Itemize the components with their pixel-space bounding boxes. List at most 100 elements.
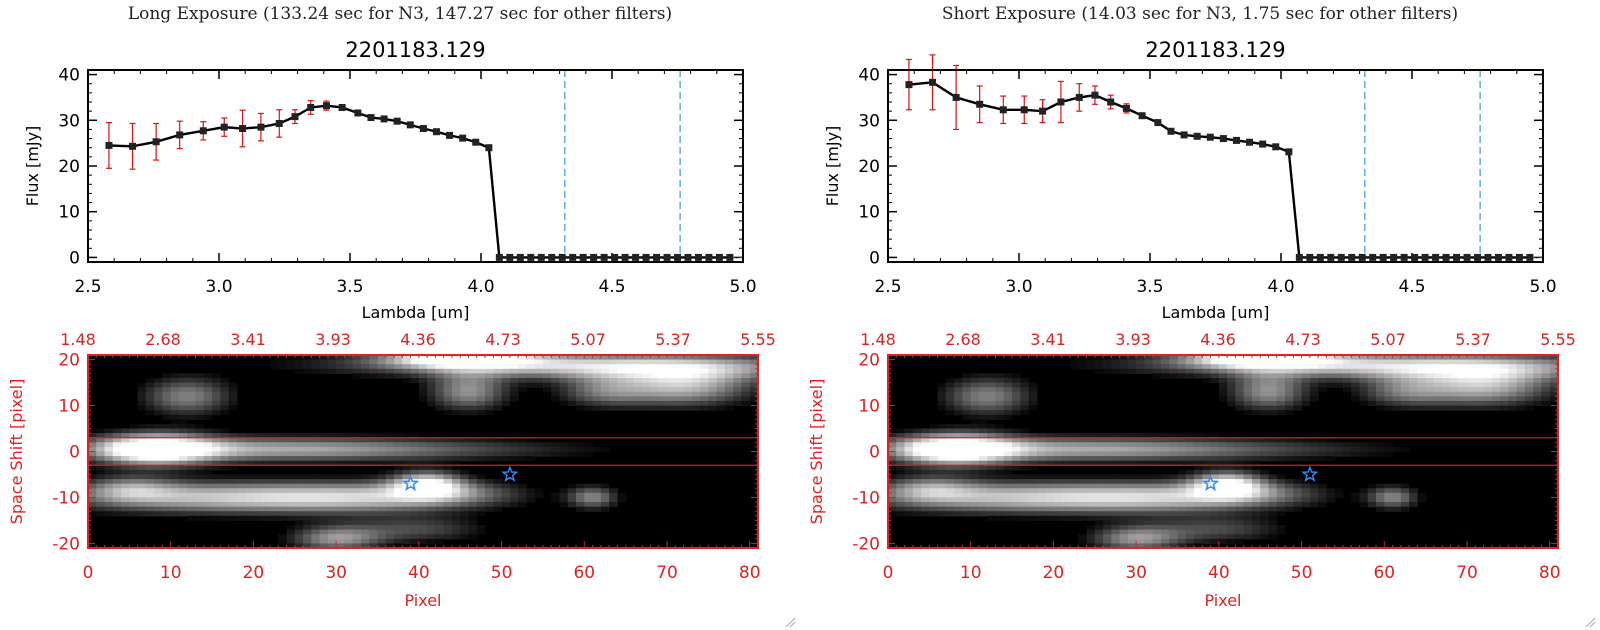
image-pixel: [1160, 529, 1170, 535]
image-pixel: [311, 515, 321, 522]
image-pixel: [352, 433, 362, 439]
resize-grip-icon[interactable]: [784, 616, 796, 628]
image-pixel: [327, 502, 337, 508]
data-point: [380, 115, 388, 123]
image-pixel: [336, 437, 346, 443]
image-pixel: [451, 525, 461, 531]
image-pixel: [1003, 460, 1013, 466]
image-pixel: [1185, 534, 1195, 540]
image-pixel: [1376, 364, 1385, 370]
image-pixel: [1111, 460, 1121, 466]
image-pixel: [1086, 488, 1096, 494]
image-pixel: [1309, 387, 1319, 393]
image-pixel: [1144, 534, 1154, 540]
image-pixel: [962, 442, 972, 448]
image-pixel: [978, 382, 988, 388]
image-pixel: [1235, 525, 1245, 531]
image-pixel: [1268, 359, 1278, 365]
image-pixel: [1251, 396, 1261, 402]
image-pixel: [1103, 534, 1112, 540]
image-pixel: [402, 525, 412, 531]
image-pixel: [1045, 437, 1055, 443]
image-pixel: [962, 428, 972, 434]
image-pixel: [1185, 520, 1195, 526]
image-pixel: [954, 469, 964, 476]
image-pixel: [327, 442, 337, 448]
image-pixel: [170, 414, 180, 420]
image-pixel: [269, 460, 279, 466]
image-pixel: [1409, 396, 1418, 402]
image-pixel: [1251, 410, 1261, 416]
image-pixel: [617, 497, 627, 503]
image-pixel: [1351, 396, 1361, 402]
image-pixel: [303, 483, 312, 489]
image-pixel: [1268, 483, 1278, 489]
image-pixel: [468, 534, 478, 540]
data-point: [1400, 253, 1408, 261]
image-pixel: [1334, 364, 1344, 370]
x-tick-label: 4.5: [598, 277, 625, 297]
resize-grip-icon[interactable]: [1584, 616, 1596, 628]
image-pixel: [1169, 502, 1179, 508]
image-pixel: [145, 479, 155, 485]
image-pixel: [286, 488, 296, 494]
image-pixel: [195, 479, 205, 485]
image-pixel: [633, 396, 643, 402]
image-pixel: [145, 492, 155, 499]
image-pixel: [1012, 492, 1021, 499]
image-pixel: [1177, 364, 1187, 370]
image-pixel: [1103, 538, 1112, 545]
image-pixel: [584, 396, 594, 402]
image-pixel: [501, 359, 511, 365]
image-pixel: [542, 446, 552, 453]
image-pixel: [995, 469, 1005, 476]
image-pixel: [460, 511, 470, 517]
image-pixel: [559, 396, 569, 402]
image-pixel: [1500, 368, 1509, 374]
image-pixel: [394, 437, 403, 443]
image-pixel: [485, 387, 494, 393]
image-pixel: [1541, 396, 1551, 402]
image-pixel: [1235, 474, 1245, 480]
image-pixel: [170, 382, 180, 388]
image-pixel: [1467, 391, 1476, 397]
y-tick-label: -20: [52, 534, 80, 554]
image-pixel: [1111, 502, 1121, 508]
image-pixel: [567, 355, 577, 361]
image-pixel: [1384, 364, 1394, 370]
image-pixel: [187, 377, 197, 384]
image-pixel: [435, 479, 445, 485]
image-pixel: [1326, 488, 1336, 494]
image-pixel: [327, 534, 337, 540]
image-pixel: [410, 456, 420, 462]
image-pixel: [534, 492, 544, 499]
image-pixel: [576, 502, 585, 508]
image-pixel: [1351, 442, 1361, 448]
image-pixel: [1351, 446, 1361, 453]
image-pixel: [1400, 492, 1410, 499]
image-pixel: [1119, 525, 1129, 531]
image-pixel: [633, 368, 643, 374]
image-pixel: [394, 515, 403, 522]
image-pixel: [336, 451, 346, 457]
image-pixel: [278, 460, 288, 466]
image-pixel: [278, 451, 288, 457]
image-pixel: [1268, 534, 1278, 540]
image-pixel: [228, 382, 238, 388]
image-pixel: [303, 456, 312, 462]
image-pixel: [1227, 437, 1237, 443]
image-pixel: [1508, 364, 1518, 370]
image-pixel: [1152, 446, 1162, 453]
image-pixel: [1152, 534, 1162, 540]
image-pixel: [1235, 391, 1245, 397]
image-pixel: [1152, 506, 1162, 512]
image-pixel: [261, 483, 271, 489]
image-pixel: [733, 355, 743, 361]
image-pixel: [1384, 492, 1394, 499]
image-pixel: [1359, 442, 1369, 448]
image-pixel: [435, 405, 445, 411]
image-pixel: [195, 483, 205, 489]
image-pixel: [294, 433, 304, 439]
image-pixel: [112, 474, 122, 480]
image-pixel: [1359, 502, 1369, 508]
